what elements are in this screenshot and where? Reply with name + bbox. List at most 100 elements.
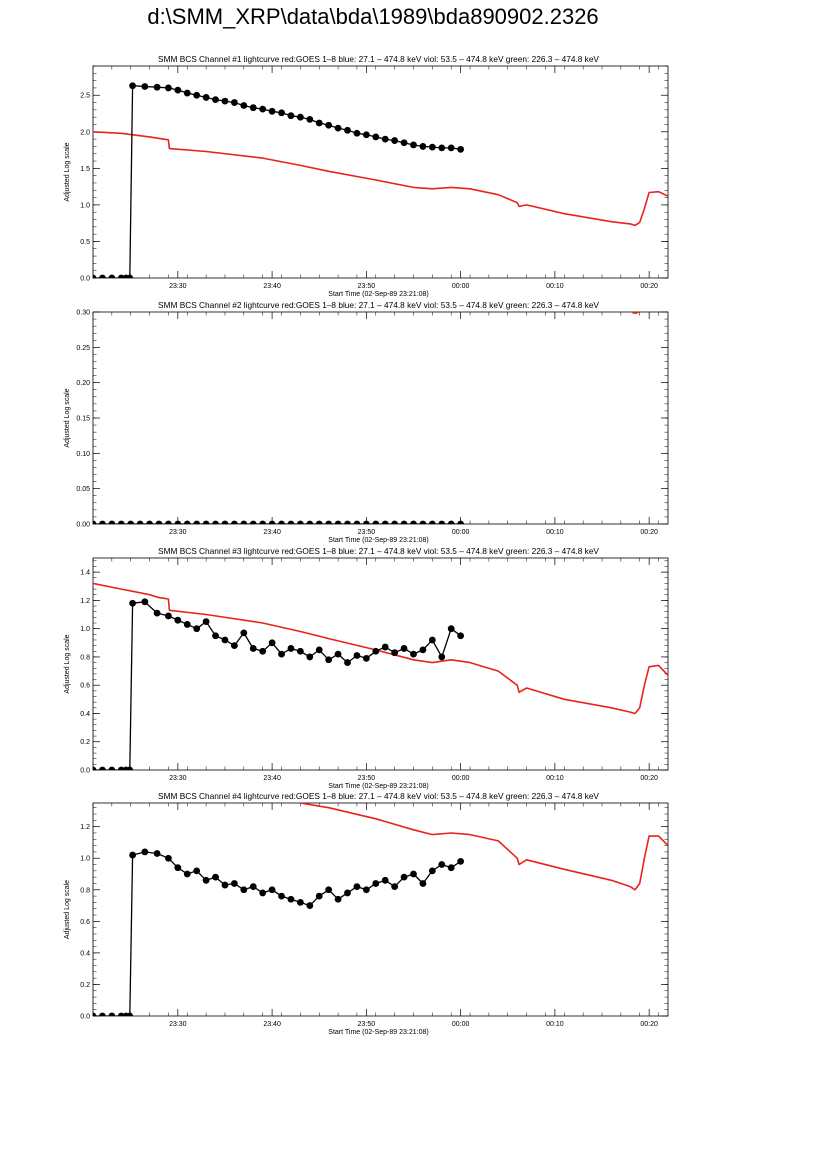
bcs-data-point <box>457 520 465 524</box>
y-tick-label: 0.5 <box>80 239 90 246</box>
x-tick-label: 00:00 <box>452 1021 470 1028</box>
bcs-data-point <box>249 104 257 112</box>
y-tick-label: 0.00 <box>76 522 90 529</box>
y-tick-label: 0.2 <box>80 982 90 989</box>
y-axis-label: Adjusted Log scale <box>64 634 71 693</box>
bcs-data-point <box>315 520 323 524</box>
x-tick-label: 23:30 <box>169 283 187 290</box>
bcs-data-point <box>93 1012 97 1016</box>
x-tick-label: 00:20 <box>640 529 658 536</box>
series-group <box>93 803 668 1016</box>
bcs-data-point <box>419 520 427 524</box>
bcs-data-point <box>129 851 136 859</box>
bcs-data-point <box>165 84 172 92</box>
bcs-data-point <box>240 520 248 524</box>
series-group <box>93 312 641 524</box>
bcs-data-point <box>391 520 399 524</box>
bcs-data-point <box>230 642 238 650</box>
bcs-data-point <box>155 520 163 524</box>
x-tick-label: 00:20 <box>640 775 658 782</box>
y-tick-label: 0.20 <box>76 380 90 387</box>
bcs-data-point <box>99 274 106 278</box>
bcs-data-point <box>428 520 436 524</box>
x-tick-label: 00:10 <box>546 1021 564 1028</box>
bcs-data-point <box>153 609 161 617</box>
bcs-data-point <box>457 145 465 153</box>
bcs-data-point <box>108 766 116 770</box>
bcs-data-point <box>108 1012 116 1016</box>
x-tick-label: 23:30 <box>169 1021 187 1028</box>
bcs-data-point <box>183 520 191 524</box>
bcs-data-point <box>325 656 333 664</box>
bcs-data-point <box>193 91 201 99</box>
bcs-data-point <box>428 636 436 644</box>
bcs-data-point <box>334 520 342 524</box>
bcs-data-point <box>419 646 427 654</box>
bcs-data-point <box>325 886 333 894</box>
bcs-data-point <box>325 121 333 129</box>
bcs-data-point <box>126 274 134 278</box>
bcs-data-point <box>212 873 219 881</box>
bcs-data-point <box>287 895 295 903</box>
bcs-data-point <box>193 867 201 875</box>
bcs-data-point <box>362 886 370 894</box>
bcs-data-point <box>174 86 182 94</box>
bcs-data-point <box>99 766 106 770</box>
bcs-data-point <box>230 99 238 106</box>
bcs-data-point <box>306 520 314 524</box>
y-tick-label: 0.2 <box>80 739 90 746</box>
x-tick-label: 23:40 <box>263 529 281 536</box>
bcs-data-point <box>362 654 370 662</box>
bcs-data-point <box>353 520 361 524</box>
bcs-data-point <box>315 119 323 127</box>
y-tick-label: 1.4 <box>80 570 90 577</box>
y-tick-label: 0.4 <box>80 950 90 957</box>
bcs-data-point <box>193 625 201 633</box>
y-tick-label: 0.10 <box>76 451 90 458</box>
bcs-data-point <box>372 520 380 524</box>
bcs-data-point <box>126 766 134 770</box>
x-tick-label: 23:40 <box>263 775 281 782</box>
goes-series-line <box>93 582 668 715</box>
goes-series-line <box>300 803 668 891</box>
bcs-data-point <box>391 649 399 657</box>
y-tick-label: 1.0 <box>80 626 90 633</box>
y-tick-label: 0.30 <box>76 310 90 317</box>
bcs-data-point <box>202 520 210 524</box>
x-tick-label: 23:50 <box>358 529 376 536</box>
x-axis-label: Start Time (02-Sep-89 23:21:08) <box>328 291 428 298</box>
bcs-data-point <box>287 520 295 524</box>
x-tick-label: 23:40 <box>263 1021 281 1028</box>
bcs-data-point <box>400 139 408 147</box>
bcs-data-point <box>278 520 285 524</box>
plot-frame <box>92 311 669 525</box>
bcs-data-point <box>278 650 285 658</box>
x-tick-label: 23:50 <box>358 283 376 290</box>
series-group <box>93 82 668 278</box>
chart-panel-2: SMM BCS Channel #2 lightcurve red:GOES 1… <box>64 300 669 544</box>
x-tick-label: 00:00 <box>452 775 470 782</box>
bcs-data-point <box>362 131 370 139</box>
bcs-data-point <box>174 520 182 524</box>
bcs-data-point <box>372 133 380 141</box>
x-axis-label: Start Time (02-Sep-89 23:21:08) <box>328 1029 428 1036</box>
bcs-data-point <box>296 520 304 524</box>
bcs-data-point <box>127 520 135 524</box>
y-tick-label: 0.8 <box>80 654 90 661</box>
bcs-data-point <box>259 520 267 524</box>
y-tick-label: 0.0 <box>80 768 90 775</box>
y-tick-label: 1.0 <box>80 856 90 863</box>
plot-frame <box>92 802 669 1017</box>
bcs-data-point <box>93 520 97 524</box>
bcs-data-point <box>183 870 191 878</box>
x-axis-label: Start Time (02-Sep-89 23:21:08) <box>328 783 428 790</box>
x-tick-label: 00:10 <box>546 775 564 782</box>
bcs-data-point <box>296 113 304 121</box>
bcs-data-point <box>129 82 136 90</box>
bcs-data-point <box>129 599 136 607</box>
bcs-data-point <box>165 854 172 862</box>
y-tick-label: 1.2 <box>80 598 90 605</box>
chart-title: SMM BCS Channel #3 lightcurve red:GOES 1… <box>158 546 599 556</box>
bcs-data-point <box>268 520 276 524</box>
